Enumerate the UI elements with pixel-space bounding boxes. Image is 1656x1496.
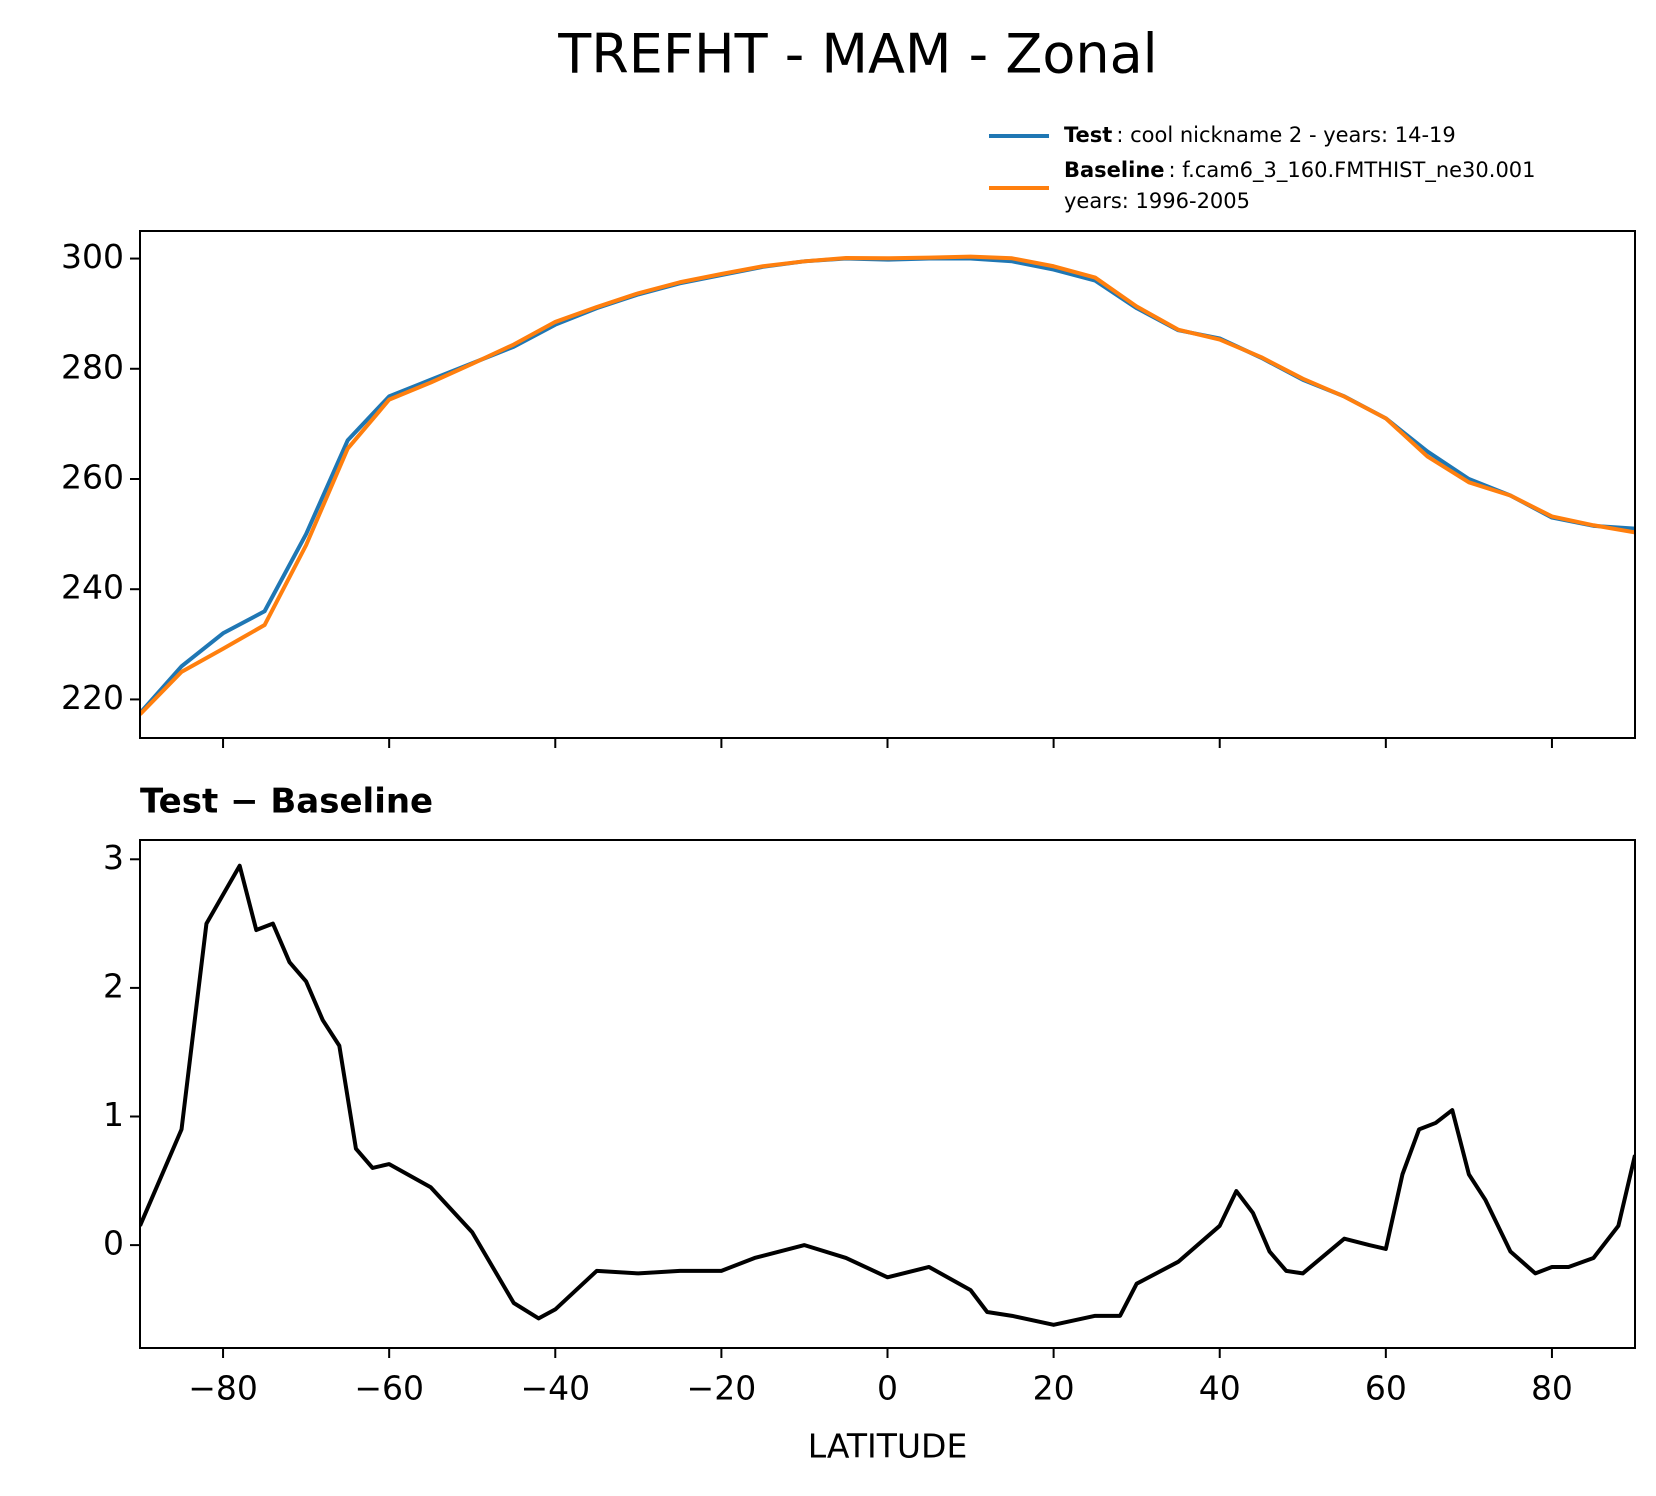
x-axis-label: LATITUDE [808, 1427, 968, 1466]
data-line [140, 256, 1635, 715]
legend-name: Test [1064, 123, 1112, 147]
legend-description: : cool nickname 2 - years: 14-19 [1116, 123, 1455, 147]
x-tick-label: −20 [687, 1369, 757, 1408]
x-tick-label: 0 [877, 1369, 898, 1408]
y-tick-label: 300 [61, 237, 124, 276]
axes-title: Test − Baseline [140, 782, 433, 822]
y-tick-label: 260 [61, 457, 124, 496]
legend-description: : f.cam6_3_160.FMTHIST_ne30.001 [1169, 158, 1536, 183]
x-tick-label: 40 [1199, 1369, 1241, 1408]
y-tick-label: 280 [61, 347, 124, 386]
data-line [140, 863, 1635, 1327]
data-line [140, 254, 1635, 716]
legend-description: years: 1996-2005 [1064, 189, 1250, 213]
figure-title: TREFHT - MAM - Zonal [557, 23, 1157, 86]
y-tick-label: 2 [103, 966, 124, 1005]
x-tick-label: 20 [1033, 1369, 1075, 1408]
legend-name: Baseline [1064, 158, 1165, 182]
y-tick-label: 1 [103, 1095, 124, 1134]
legend-label: Test: cool nickname 2 - years: 14-19 [1064, 123, 1456, 147]
axes-frame [139, 839, 1636, 1349]
legend-label: Baseline: f.cam6_3_160.FMTHIST_ne30.001 [1064, 158, 1536, 183]
x-tick-label: −60 [354, 1369, 424, 1408]
x-tick-label: 80 [1531, 1369, 1573, 1408]
x-tick-label: −80 [188, 1369, 258, 1408]
x-tick-label: −40 [520, 1369, 590, 1408]
x-tick-label: 60 [1365, 1369, 1407, 1408]
y-tick-label: 220 [61, 678, 124, 717]
y-tick-label: 240 [61, 568, 124, 607]
y-tick-label: 0 [103, 1224, 124, 1263]
axes-frame [139, 230, 1636, 739]
y-tick-label: 3 [103, 838, 124, 877]
